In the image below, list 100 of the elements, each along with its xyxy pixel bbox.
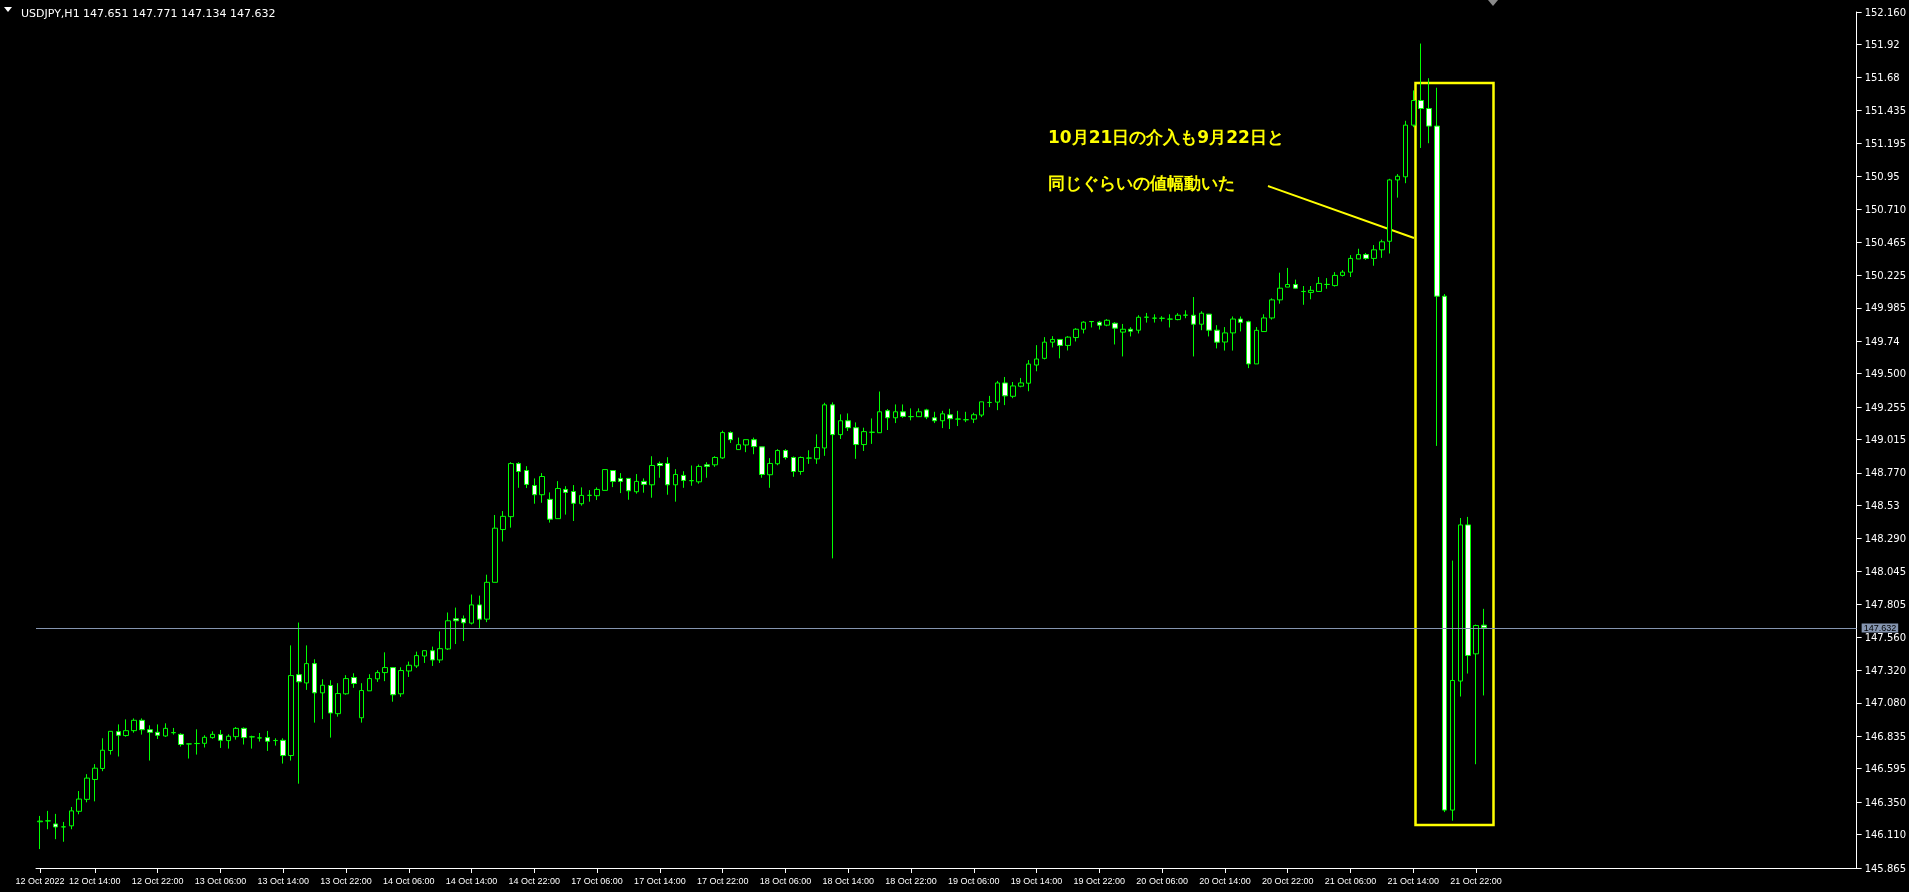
candlestick xyxy=(1371,244,1377,267)
candlestick xyxy=(375,669,380,683)
y-tick-label: 149.985 xyxy=(1864,302,1907,314)
y-tick-label: 150.95 xyxy=(1864,171,1900,183)
candlestick xyxy=(618,472,623,494)
candlestick xyxy=(665,456,670,496)
candlestick xyxy=(908,407,914,421)
candlestick xyxy=(1301,285,1306,306)
candlestick xyxy=(233,726,239,741)
candlestick xyxy=(123,718,129,738)
candlestick xyxy=(1450,560,1455,822)
candlestick xyxy=(1348,254,1353,278)
candlestick xyxy=(1356,248,1361,260)
candlestick xyxy=(822,402,827,457)
candlestick xyxy=(681,470,686,489)
candlestick xyxy=(430,646,435,667)
x-tick-label: 17 Oct 22:00 xyxy=(696,875,749,886)
candlestick xyxy=(751,437,757,455)
candlestick xyxy=(1481,608,1487,696)
candlestick xyxy=(775,448,780,466)
x-tick-label: 20 Oct 14:00 xyxy=(1199,875,1251,886)
candlestick xyxy=(641,477,647,494)
y-tick-label: 150.225 xyxy=(1864,269,1907,281)
candlestick xyxy=(343,674,349,696)
candlestick xyxy=(1042,336,1047,360)
x-tick-label: 12 Oct 14:00 xyxy=(69,875,121,886)
candlestick xyxy=(100,737,105,772)
y-tick-label: 145.865 xyxy=(1864,862,1907,874)
y-tick-label: 147.320 xyxy=(1864,664,1907,676)
candlestick xyxy=(210,730,215,740)
chart-title: USDJPY,H1 147.651 147.771 147.134 147.632 xyxy=(21,7,276,20)
candlestick xyxy=(500,510,506,543)
candlestick xyxy=(288,644,294,762)
candlestick xyxy=(1128,326,1133,337)
candlestick xyxy=(838,413,843,440)
candlestick xyxy=(1065,335,1071,351)
x-tick-label: 17 Oct 14:00 xyxy=(634,875,686,886)
x-tick-label: 19 Oct 06:00 xyxy=(948,875,1000,886)
candlestick xyxy=(571,484,576,522)
candlestick xyxy=(76,790,82,815)
candlestick xyxy=(1238,315,1243,332)
x-tick-label: 12 Oct 2022 xyxy=(15,875,65,886)
candlestick xyxy=(1081,320,1086,334)
candlestick xyxy=(704,461,710,479)
candlestick xyxy=(853,421,859,460)
candlestick xyxy=(1395,173,1400,199)
candlestick xyxy=(995,380,1000,411)
x-tick-label: 18 Oct 14:00 xyxy=(822,875,874,886)
candlestick xyxy=(1214,324,1220,349)
candlestick xyxy=(398,666,404,698)
candlestick xyxy=(390,667,396,703)
candlestick xyxy=(1191,296,1196,357)
candlestick xyxy=(1316,276,1322,292)
x-tick-label: 19 Oct 14:00 xyxy=(1010,875,1063,886)
candlestick xyxy=(524,465,529,489)
candlestick xyxy=(1026,359,1031,392)
candlestick xyxy=(900,403,906,419)
candlestick xyxy=(1089,320,1094,328)
candlestick xyxy=(45,810,51,830)
y-tick-label: 150.465 xyxy=(1864,236,1907,248)
candlestick xyxy=(382,651,388,682)
annotation: 同じぐらいの値幅動いた xyxy=(1048,172,1235,193)
candlestick xyxy=(932,411,937,424)
candlestick xyxy=(312,658,317,724)
candlestick xyxy=(861,427,867,452)
x-tick-label: 18 Oct 22:00 xyxy=(885,875,937,886)
candlestick xyxy=(508,461,514,529)
candlestick xyxy=(84,773,90,803)
candlestick xyxy=(116,723,121,757)
candlestick xyxy=(1018,377,1024,388)
candlestick xyxy=(37,815,43,850)
x-tick-label: 12 Oct 22:00 xyxy=(131,875,184,886)
candlestick xyxy=(516,461,521,489)
candlestick xyxy=(492,514,498,583)
y-tick-label: 147.805 xyxy=(1864,598,1907,610)
x-tick-label: 21 Oct 06:00 xyxy=(1324,875,1377,886)
candlestick xyxy=(367,673,372,692)
candlestick xyxy=(1458,517,1463,698)
candlestick xyxy=(304,644,309,691)
candlestick xyxy=(743,439,749,453)
y-tick-label: 147.560 xyxy=(1864,632,1907,644)
candlestick xyxy=(461,614,466,642)
candlestick xyxy=(1073,327,1079,342)
candlestick xyxy=(53,813,58,840)
candlestick xyxy=(194,728,200,756)
candlestick xyxy=(563,485,568,516)
x-tick-label: 13 Oct 14:00 xyxy=(257,875,309,886)
candlestick xyxy=(806,449,812,465)
candlestick xyxy=(1465,516,1471,675)
y-tick-label: 151.92 xyxy=(1864,39,1900,51)
candlestick xyxy=(1261,313,1267,333)
candlestick xyxy=(830,401,835,559)
candlestick xyxy=(1379,239,1385,259)
candlestick xyxy=(987,395,992,408)
candlestick xyxy=(469,594,474,625)
candlestick xyxy=(555,480,561,520)
candlestick xyxy=(940,410,945,429)
candlestick xyxy=(1254,326,1259,365)
candlestick xyxy=(1199,310,1204,331)
y-tick-label: 151.195 xyxy=(1864,137,1907,149)
